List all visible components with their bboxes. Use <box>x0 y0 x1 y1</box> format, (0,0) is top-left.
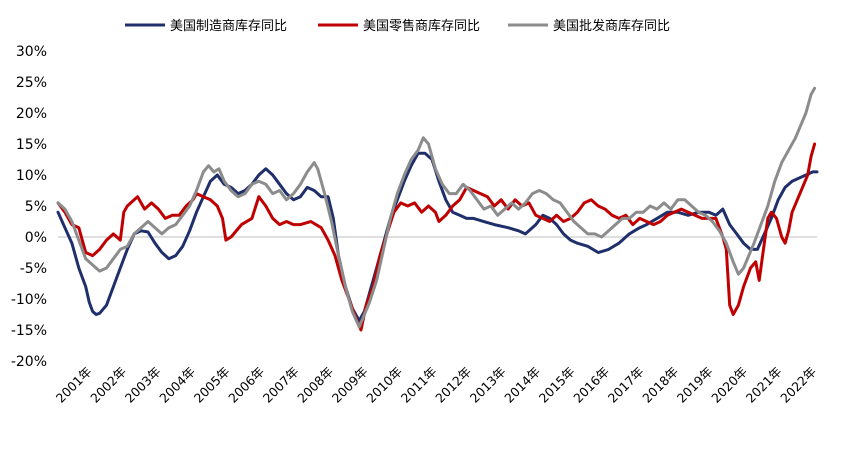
x-tick-label: 2007年 <box>260 364 302 406</box>
y-tick-label: -5% <box>20 261 47 277</box>
x-tick-label: 2022年 <box>777 364 819 406</box>
y-tick-label: 5% <box>25 199 47 215</box>
y-tick-label: 25% <box>16 75 47 91</box>
y-axis: 30% 25% 20% 15% 10% 5% 0% -5% -10% -15% -20% <box>11 44 47 370</box>
x-tick-label: 2021年 <box>743 364 785 406</box>
x-tick-label: 2005年 <box>191 364 233 406</box>
x-tick-label: 2008年 <box>294 364 336 406</box>
legend-label-3: 美国批发商库存同比 <box>553 18 670 34</box>
series-line-3 <box>56 86 817 329</box>
x-tick-label: 2009年 <box>329 364 371 406</box>
x-tick-label: 2013年 <box>467 364 509 406</box>
series-line-2 <box>56 142 817 332</box>
x-tick-label: 2019年 <box>674 364 716 406</box>
x-tick-label: 2003年 <box>122 364 164 406</box>
y-tick-label: 15% <box>16 137 47 153</box>
x-tick-label: 2014年 <box>501 364 543 406</box>
x-tick-label: 2002年 <box>87 364 129 406</box>
y-tick-label: -15% <box>11 323 47 339</box>
x-tick-label: 2010年 <box>363 364 405 406</box>
x-tick-label: 2012年 <box>432 364 474 406</box>
legend: 美国制造商库存同比 美国零售商库存同比 美国批发商库存同比 <box>125 18 670 34</box>
x-tick-label: 2017年 <box>605 364 647 406</box>
legend-label-1: 美国制造商库存同比 <box>170 18 287 34</box>
y-tick-label: 10% <box>16 168 47 184</box>
y-tick-label: 30% <box>16 44 47 60</box>
x-tick-label: 2006年 <box>225 364 267 406</box>
x-tick-label: 2018年 <box>639 364 681 406</box>
plot-area <box>56 86 819 332</box>
series-line-1 <box>56 151 819 323</box>
x-tick-label: 2015年 <box>536 364 578 406</box>
y-tick-label: 20% <box>16 106 47 122</box>
x-axis: 2001年2002年2003年2004年2005年2006年2007年2008年… <box>53 236 819 406</box>
x-tick-label: 2016年 <box>570 364 612 406</box>
x-tick-label: 2004年 <box>156 364 198 406</box>
legend-label-2: 美国零售商库存同比 <box>363 18 480 34</box>
x-tick-label: 2011年 <box>398 364 440 406</box>
x-tick-label: 2001年 <box>53 364 95 406</box>
y-tick-label: -20% <box>11 354 47 370</box>
y-tick-label: 0% <box>25 230 47 246</box>
x-tick-label: 2020年 <box>708 364 750 406</box>
y-tick-label: -10% <box>11 292 47 308</box>
